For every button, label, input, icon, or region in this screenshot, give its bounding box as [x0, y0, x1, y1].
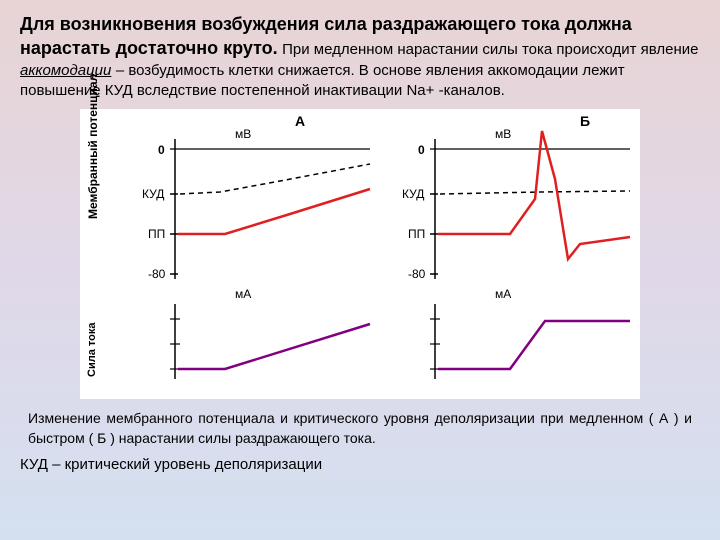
chart-svg [80, 109, 640, 399]
panel-b-top [430, 131, 630, 279]
title-reg-b: – возбудимость клетки снижается. В основ… [20, 62, 625, 99]
chart-figure: Мембранный потенциал Сила тока А мВ 0 КУ… [80, 109, 640, 399]
title-reg-a: При медленном нарастании силы тока проис… [282, 41, 698, 58]
panel-b-bottom [430, 304, 630, 379]
footnote: КУД – критический уровень деполяризации [20, 456, 700, 473]
figure-caption: Изменение мембранного потенциала и крити… [28, 409, 692, 448]
panel-a-top [170, 139, 370, 279]
panel-a-bottom [170, 304, 370, 379]
title-block: Для возникновения возбуждения сила раздр… [20, 12, 700, 101]
